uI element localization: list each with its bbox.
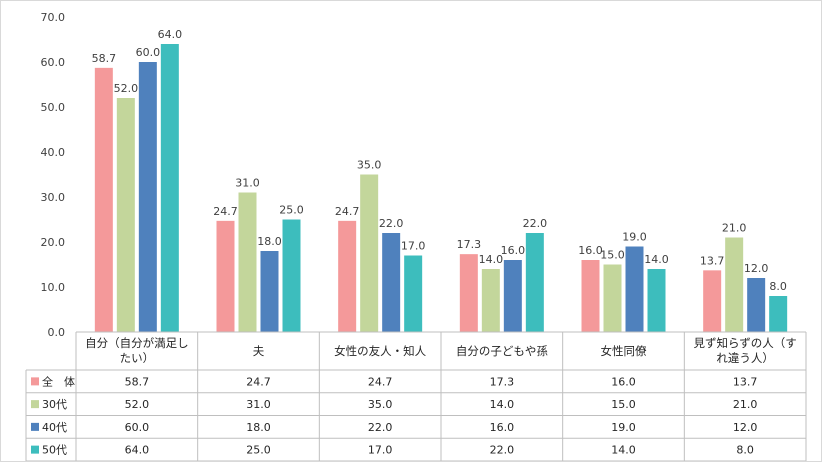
category-label: れ違う人） bbox=[716, 351, 774, 365]
bar bbox=[481, 269, 500, 332]
bar bbox=[581, 260, 600, 332]
y-tick-label: 0.0 bbox=[48, 326, 66, 339]
legend-swatch bbox=[31, 422, 39, 431]
bar bbox=[282, 219, 301, 332]
data-label: 14.0 bbox=[644, 253, 669, 266]
bar bbox=[360, 174, 379, 332]
legend-label: 全 体 bbox=[42, 374, 75, 388]
data-label: 31.0 bbox=[235, 177, 260, 190]
table-cell-value: 15.0 bbox=[611, 398, 636, 411]
data-label: 24.7 bbox=[335, 205, 360, 218]
bar bbox=[647, 269, 666, 332]
bar bbox=[459, 254, 478, 332]
category-label: 夫 bbox=[253, 344, 265, 358]
table-cell-value: 58.7 bbox=[125, 375, 150, 388]
legend-swatch bbox=[31, 400, 39, 409]
data-label: 24.7 bbox=[213, 205, 238, 218]
data-label: 22.0 bbox=[523, 217, 548, 230]
data-label: 12.0 bbox=[744, 262, 769, 275]
table-cell-value: 13.7 bbox=[733, 375, 758, 388]
bar bbox=[138, 62, 157, 332]
bar bbox=[525, 233, 544, 332]
bar bbox=[116, 98, 135, 332]
y-tick-label: 60.0 bbox=[41, 56, 66, 69]
data-label: 17.0 bbox=[401, 240, 426, 253]
data-label: 58.7 bbox=[92, 52, 117, 65]
data-label: 14.0 bbox=[479, 253, 504, 266]
bar bbox=[338, 220, 357, 332]
table-cell-value: 21.0 bbox=[733, 398, 758, 411]
y-tick-label: 70.0 bbox=[41, 11, 66, 24]
table-cell-value: 52.0 bbox=[125, 398, 150, 411]
bar bbox=[160, 44, 179, 332]
data-label: 8.0 bbox=[769, 280, 787, 293]
bar bbox=[503, 260, 522, 332]
legend-swatch bbox=[31, 377, 39, 386]
data-label: 13.7 bbox=[700, 254, 725, 267]
table-cell-value: 18.0 bbox=[246, 421, 271, 434]
category-label: 見ず知らずの人（す bbox=[694, 336, 797, 350]
legend-label: 30代 bbox=[42, 398, 67, 411]
data-label: 17.3 bbox=[457, 238, 482, 251]
bar bbox=[725, 237, 744, 332]
bar bbox=[625, 246, 644, 332]
legend-swatch bbox=[31, 445, 39, 454]
table-cell-value: 22.0 bbox=[368, 421, 393, 434]
data-label: 16.0 bbox=[501, 244, 526, 257]
data-label: 22.0 bbox=[379, 217, 404, 230]
bar bbox=[382, 233, 401, 332]
y-tick-label: 40.0 bbox=[41, 146, 66, 159]
bar bbox=[238, 192, 257, 332]
y-tick-label: 30.0 bbox=[41, 191, 66, 204]
category-label: 自分の子どもや孫 bbox=[456, 344, 548, 358]
bar bbox=[404, 255, 423, 332]
category-label: たい） bbox=[120, 351, 155, 365]
category-label: 女性同僚 bbox=[601, 344, 647, 358]
bar bbox=[94, 67, 113, 332]
bar bbox=[260, 251, 279, 332]
table-cell-value: 17.0 bbox=[368, 444, 393, 457]
table-cell-value: 14.0 bbox=[611, 444, 636, 457]
bar bbox=[703, 270, 722, 332]
table-cell-value: 22.0 bbox=[490, 444, 515, 457]
table-cell-value: 19.0 bbox=[611, 421, 636, 434]
data-label: 52.0 bbox=[114, 82, 139, 95]
data-label: 21.0 bbox=[722, 222, 747, 235]
table-cell-value: 16.0 bbox=[611, 375, 636, 388]
table-cell-value: 35.0 bbox=[368, 398, 393, 411]
table-cell-value: 24.7 bbox=[246, 375, 271, 388]
table-cell-value: 8.0 bbox=[736, 444, 754, 457]
table-cell-value: 12.0 bbox=[733, 421, 758, 434]
bar bbox=[769, 296, 788, 332]
legend-label: 50代 bbox=[42, 444, 67, 457]
table-cell-value: 14.0 bbox=[490, 398, 515, 411]
data-label: 60.0 bbox=[136, 46, 161, 59]
category-label: 女性の友人・知人 bbox=[334, 344, 426, 358]
data-label: 35.0 bbox=[357, 159, 382, 172]
data-label: 16.0 bbox=[578, 244, 603, 257]
data-label: 15.0 bbox=[600, 249, 625, 262]
data-label: 25.0 bbox=[279, 204, 304, 217]
bar bbox=[747, 278, 766, 332]
bar bbox=[603, 264, 622, 332]
table-cell-value: 60.0 bbox=[125, 421, 150, 434]
y-tick-label: 50.0 bbox=[41, 101, 66, 114]
table-cell-value: 24.7 bbox=[368, 375, 393, 388]
table-cell-value: 31.0 bbox=[246, 398, 271, 411]
table-cell-value: 16.0 bbox=[490, 421, 515, 434]
bar bbox=[216, 220, 235, 332]
table-cell-value: 17.3 bbox=[490, 375, 515, 388]
y-tick-label: 20.0 bbox=[41, 236, 66, 249]
category-label: 自分（自分が満足し bbox=[85, 336, 189, 350]
data-label: 18.0 bbox=[257, 235, 282, 248]
y-tick-label: 10.0 bbox=[41, 281, 66, 294]
legend-label: 40代 bbox=[42, 421, 67, 434]
data-label: 64.0 bbox=[158, 28, 183, 41]
table-cell-value: 64.0 bbox=[125, 444, 150, 457]
data-label: 19.0 bbox=[622, 231, 647, 244]
table-cell-value: 25.0 bbox=[246, 444, 271, 457]
